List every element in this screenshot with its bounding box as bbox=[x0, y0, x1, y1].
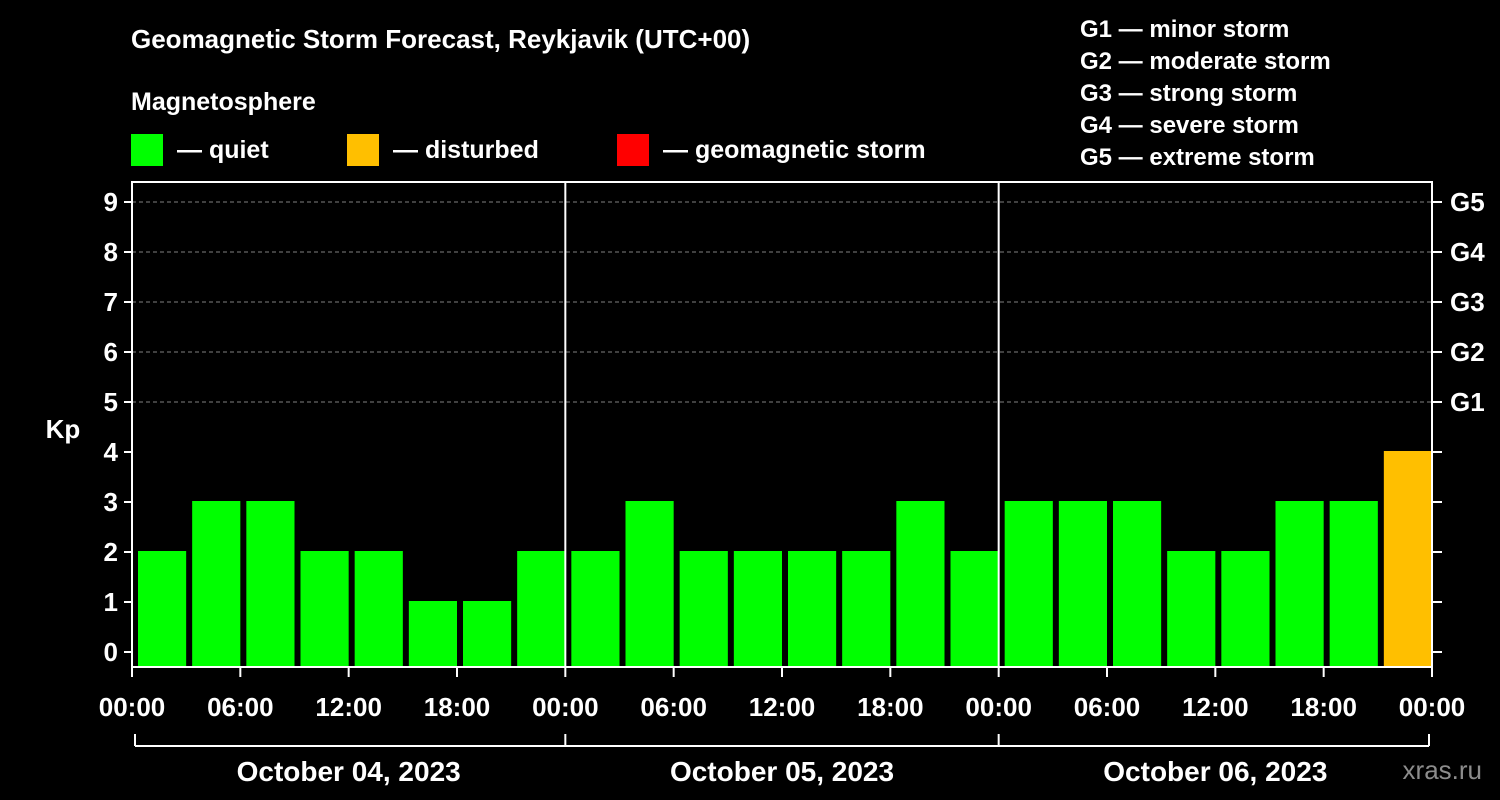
x-tick-label-10: 12:00 bbox=[1182, 692, 1249, 722]
y-tick-label-6: 6 bbox=[104, 337, 118, 367]
y-tick-label-5: 5 bbox=[104, 387, 118, 417]
bar-22 bbox=[1329, 501, 1378, 667]
y-tick-label-2: 2 bbox=[104, 537, 118, 567]
legend-label-quiet: — quiet bbox=[177, 136, 269, 164]
bar-13 bbox=[842, 551, 891, 667]
grid-lines bbox=[132, 201, 1432, 403]
bar-15 bbox=[950, 551, 999, 667]
legend-label-disturbed: — disturbed bbox=[393, 136, 539, 164]
bar-3 bbox=[300, 551, 349, 667]
y-tick-label-8: 8 bbox=[104, 237, 118, 267]
bar-12 bbox=[788, 551, 837, 667]
x-axis: 00:00 06:00 12:00 18:00 00:00 06:00 12:00 18:00… bbox=[99, 667, 1466, 722]
y-tick-label-0: 0 bbox=[104, 637, 118, 667]
bar-10 bbox=[679, 551, 728, 667]
storm-level-label-G3: G3 bbox=[1450, 287, 1485, 317]
bar-21 bbox=[1275, 501, 1324, 667]
day-label-2: October 06, 2023 bbox=[1103, 756, 1327, 787]
storm-level-label-G1: G1 bbox=[1450, 387, 1485, 417]
x-tick-label-6: 12:00 bbox=[749, 692, 816, 722]
bar-4 bbox=[354, 551, 403, 667]
legend: — quiet — disturbed — geomagnetic storm bbox=[131, 134, 926, 166]
storm-level-label-G2: G2 bbox=[1450, 337, 1485, 367]
x-tick-label-0: 00:00 bbox=[99, 692, 166, 722]
legend-swatch-storm bbox=[617, 134, 649, 166]
bar-2 bbox=[246, 501, 295, 667]
bar-19 bbox=[1167, 551, 1216, 667]
bars bbox=[138, 451, 1432, 667]
storm-scale-g4: G4 — severe storm bbox=[1080, 112, 1299, 139]
x-tick-label-8: 00:00 bbox=[965, 692, 1032, 722]
x-tick-label-3: 18:00 bbox=[424, 692, 491, 722]
x-tick-label-12: 00:00 bbox=[1399, 692, 1466, 722]
storm-level-label-G5: G5 bbox=[1450, 187, 1485, 217]
legend-label-storm: — geomagnetic storm bbox=[663, 136, 926, 164]
y-tick-label-7: 7 bbox=[104, 287, 118, 317]
bar-8 bbox=[571, 551, 620, 667]
x-tick-label-11: 18:00 bbox=[1290, 692, 1357, 722]
bar-7 bbox=[517, 551, 566, 667]
y-tick-label-1: 1 bbox=[104, 587, 118, 617]
y-axis-label: Kp bbox=[46, 414, 81, 444]
storm-scale-g1: G1 — minor storm bbox=[1080, 16, 1289, 43]
storm-scale-g3: G3 — strong storm bbox=[1080, 80, 1297, 107]
bar-16 bbox=[1004, 501, 1053, 667]
y-tick-label-3: 3 bbox=[104, 487, 118, 517]
storm-scale-g2: G2 — moderate storm bbox=[1080, 48, 1331, 75]
bar-1 bbox=[192, 501, 241, 667]
day-label-0: October 04, 2023 bbox=[237, 756, 461, 787]
x-tick-label-7: 18:00 bbox=[857, 692, 924, 722]
x-tick-label-4: 00:00 bbox=[532, 692, 599, 722]
bar-18 bbox=[1113, 501, 1162, 667]
y-tick-label-9: 9 bbox=[104, 187, 118, 217]
storm-scale: G1 — minor storm G2 — moderate storm G3 … bbox=[1080, 16, 1331, 171]
y-tick-label-4: 4 bbox=[104, 437, 119, 467]
bar-20 bbox=[1221, 551, 1270, 667]
bar-6 bbox=[463, 601, 512, 667]
storm-scale-g5: G5 — extreme storm bbox=[1080, 144, 1315, 171]
bar-5 bbox=[408, 601, 457, 667]
watermark: xras.ru bbox=[1403, 755, 1482, 785]
storm-level-label-G4: G4 bbox=[1450, 237, 1485, 267]
day-labels: October 04, 2023 October 05, 2023 October … bbox=[134, 734, 1430, 787]
y-axis: 0 1 2 3 4 5 6 7 8 9 bbox=[104, 187, 132, 667]
x-tick-label-1: 06:00 bbox=[207, 692, 274, 722]
bar-14 bbox=[896, 501, 945, 667]
chart-title: Geomagnetic Storm Forecast, Reykjavik (U… bbox=[131, 24, 750, 54]
bar-17 bbox=[1058, 501, 1107, 667]
bar-23 bbox=[1383, 451, 1432, 667]
x-tick-label-2: 12:00 bbox=[315, 692, 382, 722]
day-label-1: October 05, 2023 bbox=[670, 756, 894, 787]
bar-9 bbox=[625, 501, 674, 667]
x-tick-label-9: 06:00 bbox=[1074, 692, 1141, 722]
chart-subtitle: Magnetosphere bbox=[131, 88, 316, 116]
legend-swatch-disturbed bbox=[347, 134, 379, 166]
legend-swatch-quiet bbox=[131, 134, 163, 166]
bar-0 bbox=[138, 551, 187, 667]
bar-11 bbox=[733, 551, 782, 667]
x-tick-label-5: 06:00 bbox=[640, 692, 707, 722]
storm-level-axis: G1 G2 G3 G4 G5 bbox=[1432, 187, 1485, 653]
